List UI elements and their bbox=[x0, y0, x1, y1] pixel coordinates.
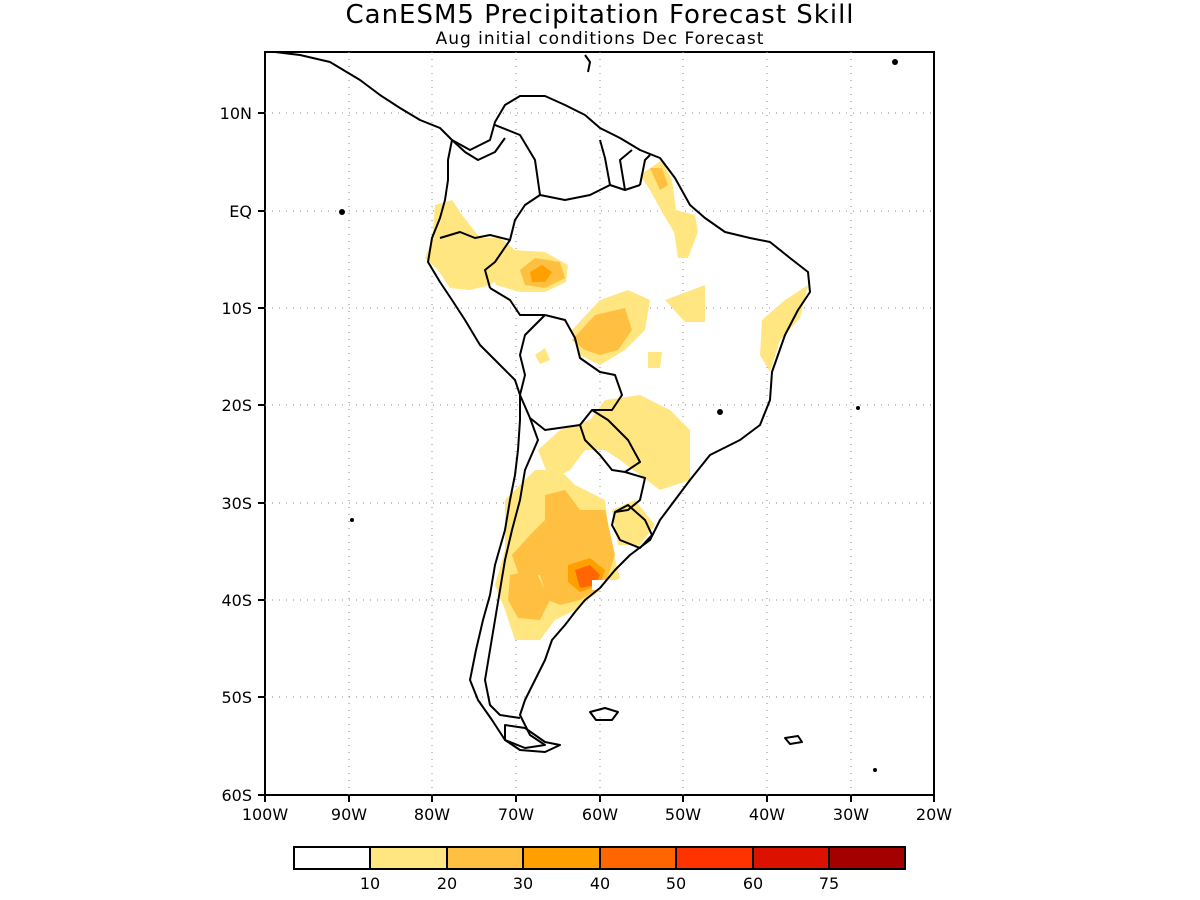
legend-label-60: 60 bbox=[743, 874, 763, 893]
island-3 bbox=[717, 409, 723, 415]
lat-label-10s: 10S bbox=[221, 299, 252, 318]
legend-swatch-8 bbox=[828, 846, 906, 870]
island-4 bbox=[350, 518, 354, 522]
falklands bbox=[589, 707, 619, 721]
island-5 bbox=[873, 768, 877, 772]
lat-label-60s: 60S bbox=[221, 786, 252, 805]
legend-swatch-2 bbox=[369, 846, 448, 870]
lon-label-90w: 90W bbox=[331, 805, 367, 824]
caribbean-island bbox=[584, 54, 591, 73]
lon-label-20w: 20W bbox=[916, 805, 952, 824]
lon-label-40w: 40W bbox=[749, 805, 785, 824]
map-subtitle: Aug initial conditions Dec Forecast bbox=[435, 29, 765, 49]
lat-label-40s: 40S bbox=[221, 591, 252, 610]
border-chile-argentina bbox=[484, 417, 539, 719]
lon-label-30w: 30W bbox=[833, 805, 869, 824]
shade-acre-inner bbox=[530, 265, 552, 282]
border-argentina-brazil bbox=[614, 471, 646, 513]
legend-label-30: 30 bbox=[513, 874, 533, 893]
shade-para bbox=[665, 285, 705, 322]
shade-mato-grosso-dot bbox=[648, 352, 662, 368]
lat-label-30s: 30S bbox=[221, 494, 252, 513]
skill-20-30 bbox=[508, 168, 668, 620]
small-islands bbox=[339, 59, 898, 772]
color-legend: 10 20 30 40 50 60 75 bbox=[293, 846, 906, 893]
legend-label-75: 75 bbox=[819, 874, 839, 893]
lat-label-eq: EQ bbox=[229, 202, 252, 221]
central-america-coast bbox=[274, 51, 506, 161]
ticks bbox=[258, 112, 935, 802]
lon-label-70w: 70W bbox=[498, 805, 534, 824]
lat-label-10n: 10N bbox=[220, 104, 252, 123]
island-1 bbox=[892, 59, 898, 65]
lon-label-80w: 80W bbox=[414, 805, 450, 824]
lon-label-100w: 100W bbox=[242, 805, 289, 824]
south-georgia bbox=[784, 735, 803, 745]
lon-label-50w: 50W bbox=[665, 805, 701, 824]
shade-patagonia-core bbox=[508, 570, 550, 620]
legend-swatch-6 bbox=[675, 846, 754, 870]
lon-labels: 100W 90W 80W 70W 60W 50W 40W 30W 20W bbox=[242, 805, 952, 824]
lat-label-50s: 50S bbox=[221, 688, 252, 707]
shade-paraguay-southbrazil bbox=[538, 395, 690, 490]
legend-swatch-7 bbox=[752, 846, 830, 870]
island-2 bbox=[856, 406, 860, 410]
tierra-del-fuego bbox=[504, 724, 561, 753]
legend-label-40: 40 bbox=[590, 874, 610, 893]
border-peru-brazil bbox=[489, 287, 545, 316]
border-guianas bbox=[599, 139, 651, 191]
shade-northeast-coast bbox=[760, 285, 808, 372]
legend-swatch-3 bbox=[446, 846, 524, 870]
legend-swatch-1 bbox=[293, 846, 371, 870]
shade-rondonia-core bbox=[572, 308, 632, 355]
lat-labels: 10N EQ 10S 20S 30S 40S 50S 60S bbox=[220, 104, 252, 805]
south-america-coast bbox=[427, 95, 811, 749]
lon-label-60w: 60W bbox=[582, 805, 618, 824]
coastlines bbox=[274, 51, 811, 753]
masked-cell bbox=[592, 580, 616, 590]
shade-amapa-core bbox=[650, 168, 668, 190]
legend-label-10: 10 bbox=[360, 874, 380, 893]
border-ecuador-peru bbox=[439, 231, 511, 289]
shade-bolivia-dot bbox=[535, 348, 550, 364]
galapagos bbox=[339, 209, 345, 215]
border-venezuela-brazil bbox=[539, 184, 641, 201]
border-uruguay bbox=[611, 504, 653, 549]
legend-label-50: 50 bbox=[666, 874, 686, 893]
legend-swatch-5 bbox=[599, 846, 677, 870]
shade-amapa bbox=[640, 160, 698, 258]
lat-label-20s: 20S bbox=[221, 396, 252, 415]
legend-swatch-4 bbox=[522, 846, 601, 870]
legend-label-20: 20 bbox=[437, 874, 457, 893]
map-title: CanESM5 Precipitation Forecast Skill bbox=[345, 0, 855, 30]
